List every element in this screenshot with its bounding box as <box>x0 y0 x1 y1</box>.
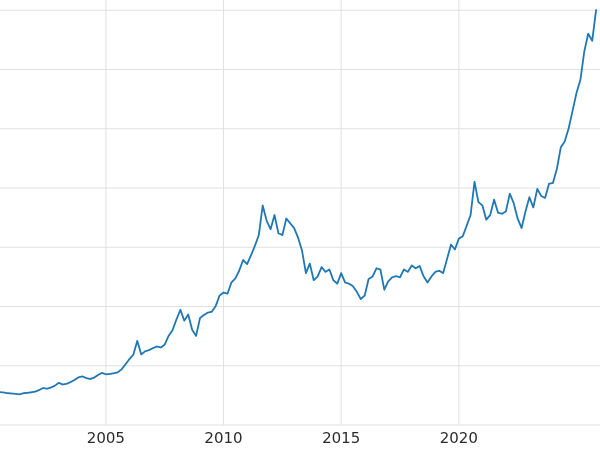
x-tick-label: 2020 <box>440 429 478 447</box>
gridlines <box>0 0 600 426</box>
price-line <box>0 9 597 396</box>
x-tick-label: 2010 <box>204 429 242 447</box>
x-tick-label: 2005 <box>87 429 125 447</box>
x-axis-labels: 2005 2010 2015 2020 <box>87 429 478 447</box>
x-tick-label: 2015 <box>322 429 360 447</box>
